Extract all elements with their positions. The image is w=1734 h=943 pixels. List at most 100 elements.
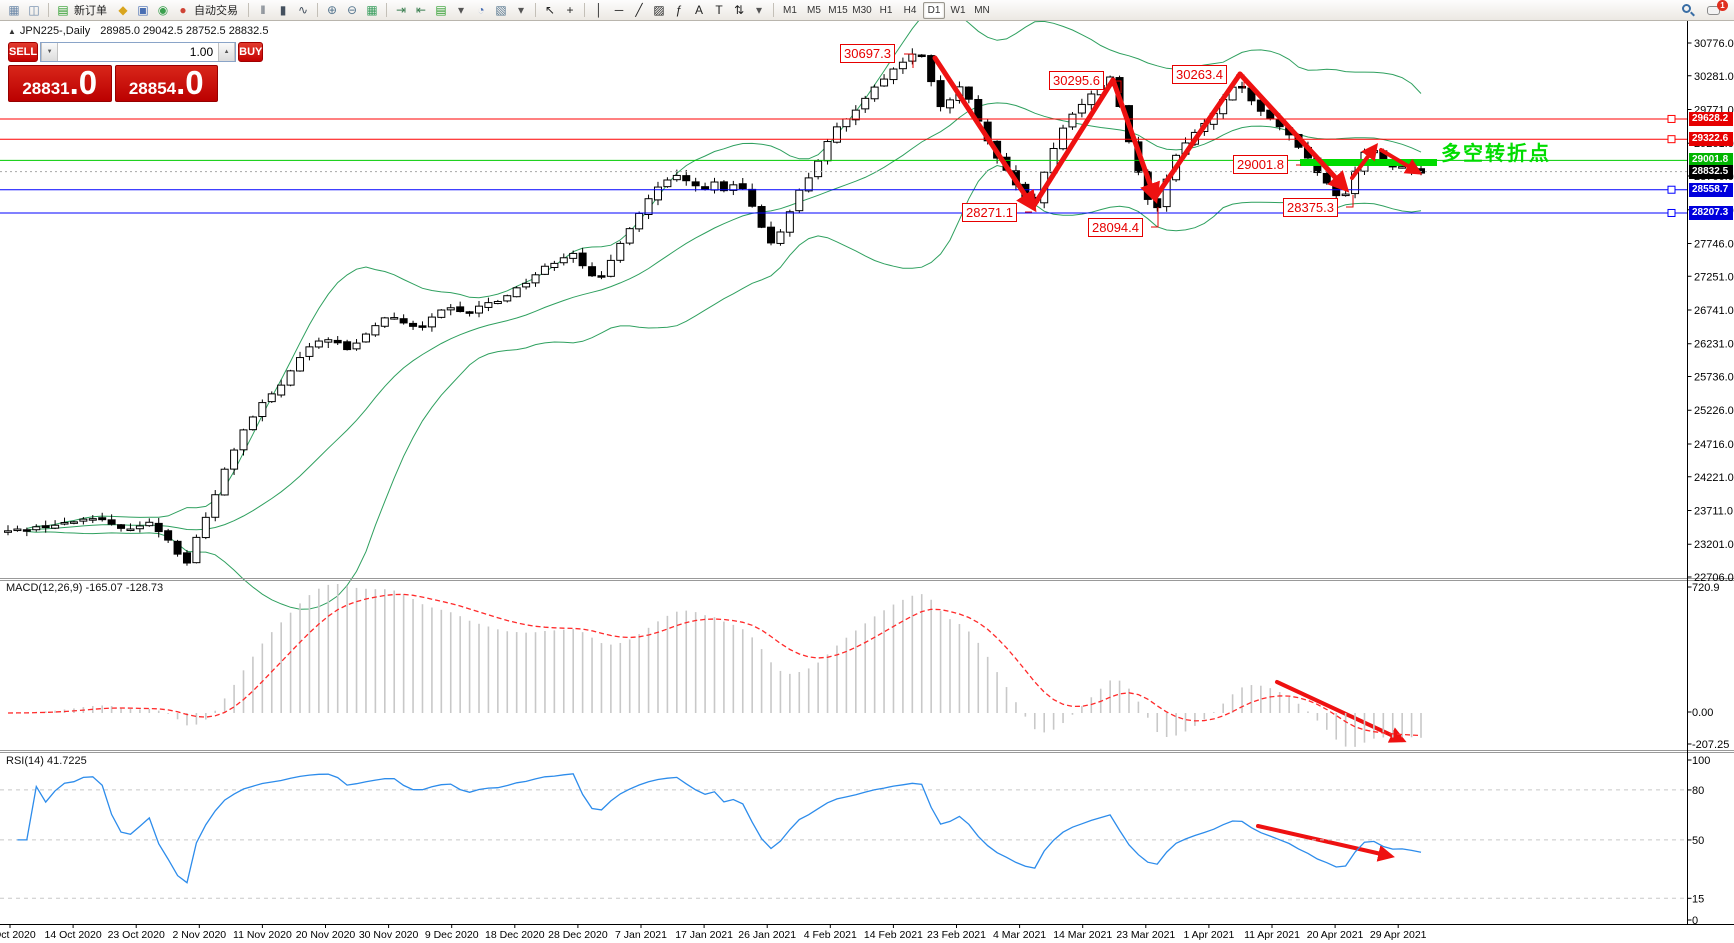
buy-button[interactable]: BUY bbox=[238, 42, 264, 62]
timeframe-m1[interactable]: M1 bbox=[783, 4, 797, 16]
toolbar-separator bbox=[584, 3, 585, 17]
price-annotation[interactable]: 30295.6 bbox=[1049, 71, 1104, 90]
ohlc-values: 28985.0 29042.5 28752.5 28832.5 bbox=[100, 25, 269, 37]
turning-point-highlight[interactable] bbox=[1300, 159, 1437, 166]
text-label-icon[interactable]: T bbox=[715, 3, 723, 17]
chat-icon[interactable]: 1 bbox=[1707, 0, 1728, 16]
tick-chart-icon[interactable]: ◫ bbox=[28, 3, 40, 17]
svg-text:1 Apr 2021: 1 Apr 2021 bbox=[1184, 929, 1235, 941]
new-order-button-label[interactable]: 新订单 bbox=[74, 5, 107, 17]
zoom-out-icon[interactable]: ⊖ bbox=[346, 3, 358, 17]
svg-text:23711.0: 23711.0 bbox=[1694, 505, 1733, 517]
terminal-icon[interactable]: ▣ bbox=[137, 3, 149, 17]
search-icon[interactable] bbox=[1682, 3, 1695, 17]
buy-price-int: 28854 bbox=[128, 79, 177, 98]
auto-scroll-icon[interactable]: ⇥ bbox=[395, 3, 407, 17]
bar-chart-icon[interactable]: ‖ bbox=[260, 3, 266, 17]
price-annotation[interactable]: 30697.3 bbox=[840, 44, 895, 63]
svg-text:26741.0: 26741.0 bbox=[1694, 305, 1734, 317]
svg-text:50: 50 bbox=[1692, 835, 1704, 847]
timeframe-d1[interactable]: D1 bbox=[923, 1, 945, 19]
axis-price-badge: 28832.5 bbox=[1689, 165, 1733, 179]
turning-point-label[interactable]: 多空转折点 bbox=[1441, 143, 1551, 165]
auto-trading-button-label[interactable]: 自动交易 bbox=[194, 5, 238, 17]
cursor-icon[interactable]: ↖ bbox=[544, 3, 556, 17]
svg-text:27746.0: 27746.0 bbox=[1694, 238, 1734, 250]
volume-stepper: ▼ ▲ bbox=[40, 42, 237, 62]
price-annotation[interactable]: 28271.1 bbox=[962, 203, 1017, 222]
timeframe-m15[interactable]: M15 bbox=[828, 4, 848, 16]
timeframe-mn[interactable]: MN bbox=[974, 4, 990, 16]
new-order-button[interactable]: ▤ bbox=[57, 3, 69, 17]
price-annotation[interactable]: 28094.4 bbox=[1088, 218, 1143, 237]
templates-icon[interactable]: ▧ bbox=[495, 3, 507, 17]
sell-price-display[interactable]: 28831.0 bbox=[8, 65, 112, 102]
svg-text:30 Nov 2020: 30 Nov 2020 bbox=[359, 929, 419, 941]
svg-text:15: 15 bbox=[1692, 893, 1704, 905]
svg-text:23201.0: 23201.0 bbox=[1694, 539, 1734, 551]
crosshair-icon[interactable]: + bbox=[566, 3, 574, 17]
tile-windows-icon[interactable]: ▦ bbox=[366, 3, 378, 17]
timeframe-m30[interactable]: M30 bbox=[852, 4, 872, 16]
chart-shift-icon[interactable]: ⇤ bbox=[415, 3, 427, 17]
chart-title: ▲ JPN225-,Daily 28985.0 29042.5 28752.5 28… bbox=[8, 25, 268, 37]
charts-window-icon[interactable]: ▦ bbox=[8, 3, 20, 17]
sell-price-frac: .0 bbox=[69, 65, 98, 101]
fibonacci-icon[interactable]: ƒ bbox=[675, 3, 683, 17]
timeframe-h1[interactable]: H1 bbox=[879, 4, 893, 16]
buy-price-display[interactable]: 28854.0 bbox=[114, 65, 218, 102]
price-annotation[interactable]: 30263.4 bbox=[1172, 65, 1227, 84]
signal-icon[interactable]: ◉ bbox=[157, 3, 169, 17]
svg-text:30776.0: 30776.0 bbox=[1694, 38, 1734, 50]
svg-text:100: 100 bbox=[1692, 755, 1710, 767]
toolbar-separator bbox=[386, 3, 387, 17]
timeframe-w1[interactable]: W1 bbox=[950, 4, 966, 16]
toolbar-separator bbox=[773, 3, 774, 17]
deposit-icon[interactable]: ◆ bbox=[118, 3, 128, 17]
rsi-pane bbox=[0, 773, 1688, 899]
svg-text:30281.0: 30281.0 bbox=[1694, 71, 1734, 83]
volume-input[interactable] bbox=[58, 43, 219, 61]
sell-button[interactable]: SELL bbox=[8, 42, 39, 62]
trendline-icon[interactable]: ╱ bbox=[635, 3, 643, 17]
axis-price-badge: 29322.6 bbox=[1689, 132, 1733, 146]
text-icon[interactable]: A bbox=[694, 3, 703, 17]
svg-text:23 Oct 2020: 23 Oct 2020 bbox=[108, 929, 165, 941]
line-chart-icon[interactable]: ∿ bbox=[297, 3, 309, 17]
svg-text:25736.0: 25736.0 bbox=[1694, 372, 1734, 384]
volume-decrease-button[interactable]: ▼ bbox=[41, 43, 59, 61]
svg-text:4 Feb 2021: 4 Feb 2021 bbox=[804, 929, 857, 941]
timeframe-m5[interactable]: M5 bbox=[807, 4, 821, 16]
volume-increase-button[interactable]: ▲ bbox=[218, 43, 236, 61]
auto-trading-button[interactable]: ● bbox=[179, 3, 187, 17]
vertical-line-icon[interactable]: │ bbox=[595, 3, 603, 17]
svg-text:11 Apr 2021: 11 Apr 2021 bbox=[1244, 929, 1300, 941]
dropdown-icon[interactable]: ▾ bbox=[457, 3, 465, 17]
dropdown-icon[interactable]: ▾ bbox=[755, 3, 763, 17]
timeframe-h4[interactable]: H4 bbox=[903, 4, 917, 16]
price-annotation[interactable]: 28375.3 bbox=[1283, 198, 1338, 217]
svg-text:26231.0: 26231.0 bbox=[1694, 339, 1734, 351]
zoom-in-icon[interactable]: ⊕ bbox=[326, 3, 338, 17]
new-chart-button[interactable]: ▤ bbox=[435, 3, 447, 17]
sell-price-int: 28831 bbox=[22, 79, 70, 98]
main-toolbar: ▦ ◫ ▤ 新订单 ◆ ▣ ◉ ● 自动交易 ‖ ▮ ∿ ⊕ ⊖ ▦ ⇥ ⇤ ▤ ▾ ◔ ▧ ▾ ↖ + │ ─ ╱ ▨ ƒ A T ⇅ ▾ M1… bbox=[0, 0, 1734, 21]
svg-text:29 Apr 2021: 29 Apr 2021 bbox=[1370, 929, 1427, 941]
svg-text:20 Nov 2020: 20 Nov 2020 bbox=[296, 929, 356, 941]
horizontal-line-icon[interactable]: ─ bbox=[614, 3, 624, 17]
price-annotation[interactable]: 29001.8 bbox=[1233, 155, 1288, 174]
arrows-tool-icon[interactable]: ⇅ bbox=[733, 3, 745, 17]
one-click-trading-panel: SELL ▼ ▲ BUY 28831.0 28854.0 bbox=[8, 42, 264, 102]
clock-icon[interactable]: ◔ bbox=[477, 3, 485, 17]
candlestick-chart-icon[interactable]: ▮ bbox=[279, 3, 287, 17]
channel-icon[interactable]: ▨ bbox=[653, 3, 665, 17]
collapse-icon[interactable]: ▲ bbox=[8, 27, 16, 36]
svg-text:0.00: 0.00 bbox=[1692, 707, 1713, 719]
svg-text:14 Oct 2020: 14 Oct 2020 bbox=[44, 929, 101, 941]
svg-text:720.9: 720.9 bbox=[1692, 582, 1720, 594]
date-axis: 5 Oct 2020 14 Oct 2020 23 Oct 2020 2 Nov 20… bbox=[0, 925, 1427, 941]
svg-text:11 Nov 2020: 11 Nov 2020 bbox=[233, 929, 292, 941]
dropdown-icon[interactable]: ▾ bbox=[517, 3, 525, 17]
